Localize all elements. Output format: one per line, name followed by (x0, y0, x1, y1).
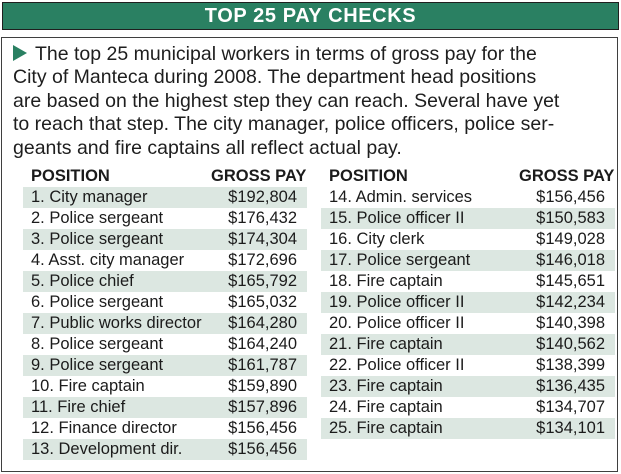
intro-line: to reach that step. The city manager, po… (13, 113, 555, 136)
intro-paragraph: The top 25 municipal workers in terms of… (13, 43, 605, 160)
intro-line: The top 25 municipal workers in terms of… (13, 43, 605, 66)
position-cell: 21. Fire captain (329, 335, 443, 353)
intro-line: City of Manteca during 2008. The departm… (13, 66, 537, 89)
page-title: TOP 25 PAY CHECKS (204, 4, 417, 27)
position-cell: 10. Fire captain (31, 377, 145, 395)
title-bar: TOP 25 PAY CHECKS (2, 2, 619, 30)
position-cell: 17. Police sergeant (329, 251, 471, 269)
pay-cell: $164,280 (228, 314, 297, 332)
column-header-gross-pay: GROSS PAY (211, 167, 307, 185)
table-body-left: 1. City manager $192,804 2. Police sergea… (23, 187, 307, 460)
position-cell: 22. Police officer II (329, 356, 465, 374)
position-cell: 11. Fire chief (31, 398, 126, 416)
intro-line: geants and fire captains all reflect act… (13, 136, 402, 159)
position-cell: 1. City manager (31, 188, 148, 206)
column-header-position: POSITION (31, 167, 110, 185)
pay-cell: $192,804 (228, 188, 297, 206)
table-row: 23. Fire captain $136,435 (321, 376, 615, 397)
pay-table-left: POSITION GROSS PAY 1. City manager $192,8… (23, 166, 307, 460)
position-cell: 9. Police sergeant (31, 356, 164, 374)
position-cell: 12. Finance director (31, 419, 177, 437)
pay-cell: $159,890 (228, 377, 297, 395)
pay-cell: $140,398 (536, 314, 605, 332)
table-row: 18. Fire captain $145,651 (321, 271, 615, 292)
table-row: 20. Police officer II $140,398 (321, 313, 615, 334)
pay-cell: $176,432 (228, 209, 297, 227)
position-cell: 16. City clerk (329, 230, 425, 248)
pay-cell: $150,583 (536, 209, 605, 227)
position-cell: 19. Police officer II (329, 293, 465, 311)
position-cell: 3. Police sergeant (31, 230, 164, 248)
position-cell: 24. Fire captain (329, 398, 443, 416)
table-row: 16. City clerk $149,028 (321, 229, 615, 250)
pay-table-right: POSITION GROSS PAY 14. Admin. services $1… (321, 166, 615, 439)
pay-cell: $174,304 (228, 230, 297, 248)
pay-cell: $136,435 (536, 377, 605, 395)
position-cell: 15. Police officer II (329, 209, 465, 227)
pay-cell: $157,896 (228, 398, 297, 416)
position-cell: 8. Police sergeant (31, 335, 164, 353)
table-header-right: POSITION GROSS PAY (321, 166, 615, 187)
pay-cell: $156,456 (228, 440, 297, 458)
position-cell: 14. Admin. services (329, 188, 473, 206)
position-cell: 20. Police officer II (329, 314, 465, 332)
position-cell: 7. Public works director (31, 314, 202, 332)
pay-cell: $138,399 (536, 356, 605, 374)
position-cell: 2. Police sergeant (31, 209, 164, 227)
pay-cell: $145,651 (536, 272, 605, 290)
column-header-position: POSITION (329, 167, 408, 185)
table-body-right: 14. Admin. services $156,456 15. Police o… (321, 187, 615, 439)
pay-cell: $172,696 (228, 251, 297, 269)
position-cell: 6. Police sergeant (31, 293, 164, 311)
pay-cell: $165,792 (228, 272, 297, 290)
table-row: 21. Fire captain $140,562 (321, 334, 615, 355)
position-cell: 5. Police chief (31, 272, 134, 290)
intro-line: are based on the highest step they can r… (13, 89, 560, 112)
bullet-triangle-icon (13, 45, 27, 61)
pay-cell: $161,787 (228, 356, 297, 374)
pay-cell: $165,032 (228, 293, 297, 311)
table-row: 5. Police chief $165,792 (23, 271, 307, 292)
pay-cell: $156,456 (228, 419, 297, 437)
position-cell: 4. Asst. city manager (31, 251, 185, 269)
pay-cell: $134,101 (536, 419, 605, 437)
pay-cell: $149,028 (536, 230, 605, 248)
table-row: 3. Police sergeant $174,304 (23, 229, 307, 250)
pay-cell: $134,707 (536, 398, 605, 416)
table-row: 24. Fire captain $134,707 (321, 397, 615, 418)
table-row: 19. Police officer II $142,234 (321, 292, 615, 313)
table-row: 15. Police officer II $150,583 (321, 208, 615, 229)
column-header-gross-pay: GROSS PAY (519, 167, 615, 185)
table-row: 8. Police sergeant $164,240 (23, 334, 307, 355)
position-cell: 25. Fire captain (329, 419, 443, 437)
content-box: The top 25 municipal workers in terms of… (1, 37, 618, 472)
table-row: 4. Asst. city manager $172,696 (23, 250, 307, 271)
pay-cell: $146,018 (536, 251, 605, 269)
table-row: 14. Admin. services $156,456 (321, 187, 615, 208)
table-row: 6. Police sergeant $165,032 (23, 292, 307, 313)
intro-line-text: The top 25 municipal workers in terms of… (35, 43, 537, 65)
table-row: 11. Fire chief $157,896 (23, 397, 307, 418)
table-row: 12. Finance director $156,456 (23, 418, 307, 439)
pay-cell: $164,240 (228, 335, 297, 353)
position-cell: 13. Development dir. (31, 440, 183, 458)
table-row: 2. Police sergeant $176,432 (23, 208, 307, 229)
table-header-left: POSITION GROSS PAY (23, 166, 307, 187)
table-row: 9. Police sergeant $161,787 (23, 355, 307, 376)
table-row: 13. Development dir. $156,456 (23, 439, 307, 460)
pay-cell: $156,456 (536, 188, 605, 206)
table-row: 1. City manager $192,804 (23, 187, 307, 208)
pay-cell: $142,234 (536, 293, 605, 311)
table-row: 7. Public works director $164,280 (23, 313, 307, 334)
pay-cell: $140,562 (536, 335, 605, 353)
table-row: 25. Fire captain $134,101 (321, 418, 615, 439)
position-cell: 18. Fire captain (329, 272, 443, 290)
table-row: 17. Police sergeant $146,018 (321, 250, 615, 271)
position-cell: 23. Fire captain (329, 377, 443, 395)
table-row: 10. Fire captain $159,890 (23, 376, 307, 397)
table-row: 22. Police officer II $138,399 (321, 355, 615, 376)
